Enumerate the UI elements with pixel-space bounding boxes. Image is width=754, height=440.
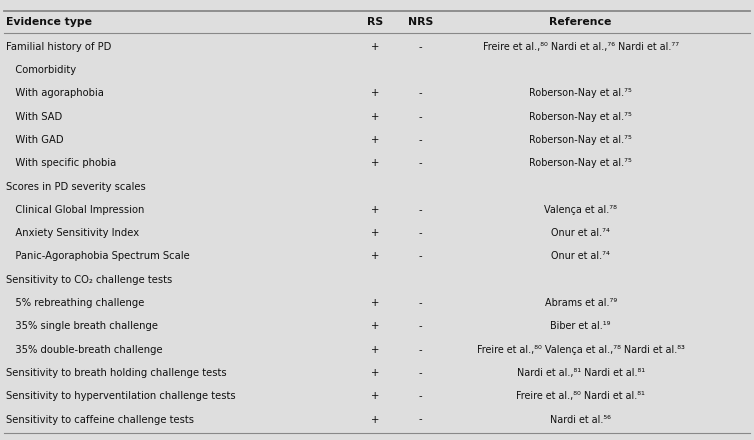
Text: NRS: NRS bbox=[408, 17, 434, 27]
Text: Freire et al.,⁸⁰ Nardi et al.⁸¹: Freire et al.,⁸⁰ Nardi et al.⁸¹ bbox=[516, 391, 645, 401]
Text: Onur et al.⁷⁴: Onur et al.⁷⁴ bbox=[551, 228, 610, 238]
Text: With specific phobia: With specific phobia bbox=[6, 158, 116, 169]
Text: +: + bbox=[370, 42, 379, 52]
Text: Nardi et al.⁵⁶: Nardi et al.⁵⁶ bbox=[550, 414, 611, 425]
Text: +: + bbox=[370, 205, 379, 215]
Text: -: - bbox=[419, 135, 422, 145]
Text: Abrams et al.⁷⁹: Abrams et al.⁷⁹ bbox=[544, 298, 617, 308]
Text: -: - bbox=[419, 158, 422, 169]
Text: -: - bbox=[419, 298, 422, 308]
Text: +: + bbox=[370, 88, 379, 99]
Text: -: - bbox=[419, 42, 422, 52]
Text: Sensitivity to CO₂ challenge tests: Sensitivity to CO₂ challenge tests bbox=[6, 275, 172, 285]
Text: +: + bbox=[370, 112, 379, 122]
Text: +: + bbox=[370, 368, 379, 378]
Text: Comorbidity: Comorbidity bbox=[6, 65, 76, 75]
Text: Panic-Agoraphobia Spectrum Scale: Panic-Agoraphobia Spectrum Scale bbox=[6, 252, 190, 261]
Text: Sensitivity to caffeine challenge tests: Sensitivity to caffeine challenge tests bbox=[6, 414, 194, 425]
Text: Sensitivity to breath holding challenge tests: Sensitivity to breath holding challenge … bbox=[6, 368, 227, 378]
Text: 35% double-breath challenge: 35% double-breath challenge bbox=[6, 345, 163, 355]
Text: -: - bbox=[419, 321, 422, 331]
Text: 35% single breath challenge: 35% single breath challenge bbox=[6, 321, 158, 331]
Text: Evidence type: Evidence type bbox=[6, 17, 92, 27]
Text: +: + bbox=[370, 228, 379, 238]
Text: Roberson-Nay et al.⁷⁵: Roberson-Nay et al.⁷⁵ bbox=[529, 158, 632, 169]
Text: Freire et al.,⁸⁰ Nardi et al.,⁷⁶ Nardi et al.⁷⁷: Freire et al.,⁸⁰ Nardi et al.,⁷⁶ Nardi e… bbox=[483, 42, 679, 52]
Text: Familial history of PD: Familial history of PD bbox=[6, 42, 112, 52]
Text: With SAD: With SAD bbox=[6, 112, 63, 122]
Text: +: + bbox=[370, 321, 379, 331]
Text: Freire et al.,⁸⁰ Valença et al.,⁷⁸ Nardi et al.⁸³: Freire et al.,⁸⁰ Valença et al.,⁷⁸ Nardi… bbox=[477, 345, 685, 355]
Text: With agoraphobia: With agoraphobia bbox=[6, 88, 104, 99]
Text: Roberson-Nay et al.⁷⁵: Roberson-Nay et al.⁷⁵ bbox=[529, 135, 632, 145]
Text: -: - bbox=[419, 368, 422, 378]
Text: Valença et al.⁷⁸: Valença et al.⁷⁸ bbox=[544, 205, 617, 215]
Text: -: - bbox=[419, 252, 422, 261]
Text: 5% rebreathing challenge: 5% rebreathing challenge bbox=[6, 298, 145, 308]
Text: +: + bbox=[370, 345, 379, 355]
Text: Clinical Global Impression: Clinical Global Impression bbox=[6, 205, 145, 215]
Text: Reference: Reference bbox=[550, 17, 611, 27]
Text: -: - bbox=[419, 414, 422, 425]
Text: -: - bbox=[419, 88, 422, 99]
Text: +: + bbox=[370, 135, 379, 145]
Text: Roberson-Nay et al.⁷⁵: Roberson-Nay et al.⁷⁵ bbox=[529, 112, 632, 122]
Text: Biber et al.¹⁹: Biber et al.¹⁹ bbox=[550, 321, 611, 331]
Text: +: + bbox=[370, 414, 379, 425]
Text: +: + bbox=[370, 158, 379, 169]
Text: Roberson-Nay et al.⁷⁵: Roberson-Nay et al.⁷⁵ bbox=[529, 88, 632, 99]
Text: Nardi et al.,⁸¹ Nardi et al.⁸¹: Nardi et al.,⁸¹ Nardi et al.⁸¹ bbox=[516, 368, 645, 378]
Text: Sensitivity to hyperventilation challenge tests: Sensitivity to hyperventilation challeng… bbox=[6, 391, 236, 401]
Text: RS: RS bbox=[366, 17, 383, 27]
Text: -: - bbox=[419, 112, 422, 122]
Text: -: - bbox=[419, 228, 422, 238]
Text: Onur et al.⁷⁴: Onur et al.⁷⁴ bbox=[551, 252, 610, 261]
Text: +: + bbox=[370, 298, 379, 308]
Text: +: + bbox=[370, 252, 379, 261]
Text: -: - bbox=[419, 391, 422, 401]
Text: -: - bbox=[419, 345, 422, 355]
Text: -: - bbox=[419, 205, 422, 215]
Text: Anxiety Sensitivity Index: Anxiety Sensitivity Index bbox=[6, 228, 139, 238]
Text: Scores in PD severity scales: Scores in PD severity scales bbox=[6, 182, 146, 191]
Text: +: + bbox=[370, 391, 379, 401]
Text: With GAD: With GAD bbox=[6, 135, 63, 145]
